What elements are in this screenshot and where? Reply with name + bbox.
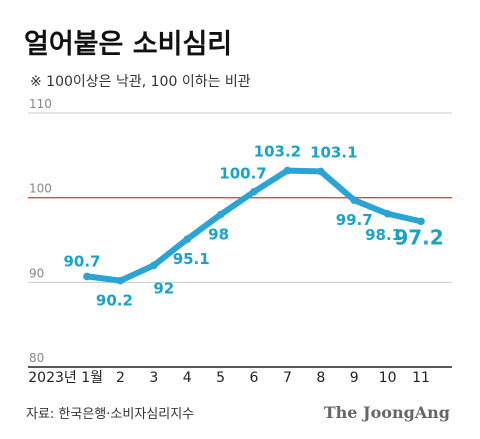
data-point-0 <box>83 272 91 281</box>
chart-title: 얼어붙은 소비심리 <box>24 29 232 60</box>
x-axis: 2023년 1월 2 3 4 5 6 7 8 9 10 11 <box>28 370 430 386</box>
chart-subtitle: ※ 100이상은 낙관, 100 이하는 비관 <box>30 74 251 90</box>
data-point-7 <box>317 167 325 176</box>
x-tick-label-10: 11 <box>412 370 430 386</box>
x-tick-label-3: 4 <box>183 370 192 386</box>
brand-logo: The JoongAng <box>324 403 450 422</box>
x-tick-label-7: 8 <box>316 370 325 386</box>
x-tick-label-2: 3 <box>149 370 158 386</box>
data-label-2: 92 <box>153 279 174 297</box>
series-line-group <box>83 166 425 285</box>
data-point-4 <box>216 210 225 219</box>
data-point-10 <box>417 217 425 226</box>
x-tick-label-8: 9 <box>350 370 359 386</box>
data-label-5: 100.7 <box>219 165 266 183</box>
data-labels: 90.7 90.2 92 95.1 98 100.7 103.2 103.1 99.798.19… <box>63 143 443 310</box>
data-label-4: 98 <box>208 226 229 244</box>
data-label-6: 103.2 <box>254 143 301 161</box>
data-point-6 <box>283 166 292 175</box>
data-point-8 <box>350 196 359 205</box>
data-label-10: 97.2 <box>394 225 443 249</box>
x-tick-label-6: 7 <box>283 370 292 386</box>
data-point-1 <box>116 276 125 285</box>
x-tick-label-9: 10 <box>379 370 397 386</box>
source-note: 자료: 한국은행·소비자심리지수 <box>26 406 194 422</box>
x-tick-label-1: 2 <box>116 370 125 386</box>
x-tick-label-5: 6 <box>250 370 259 386</box>
data-label-9: 98.1 <box>365 226 402 244</box>
y-tick-label-90: 90 <box>29 266 44 280</box>
data-point-5 <box>250 187 258 196</box>
x-tick-label-4: 5 <box>216 370 225 386</box>
data-point-9 <box>383 209 392 218</box>
data-label-0: 90.7 <box>63 252 100 270</box>
data-label-1: 90.2 <box>96 292 133 310</box>
data-point-3 <box>183 235 191 243</box>
y-tick-label-80: 80 <box>29 351 44 365</box>
data-label-8: 99.7 <box>336 211 373 229</box>
x-tick-label-0: 2023년 1월 <box>28 370 103 386</box>
data-point-2 <box>150 261 158 270</box>
y-tick-label-100: 100 <box>29 182 52 196</box>
grid: 80 90 100 110 <box>28 97 452 368</box>
data-label-7: 103.1 <box>310 143 357 161</box>
data-label-3: 95.1 <box>173 250 210 268</box>
y-tick-label-110: 110 <box>29 97 52 111</box>
